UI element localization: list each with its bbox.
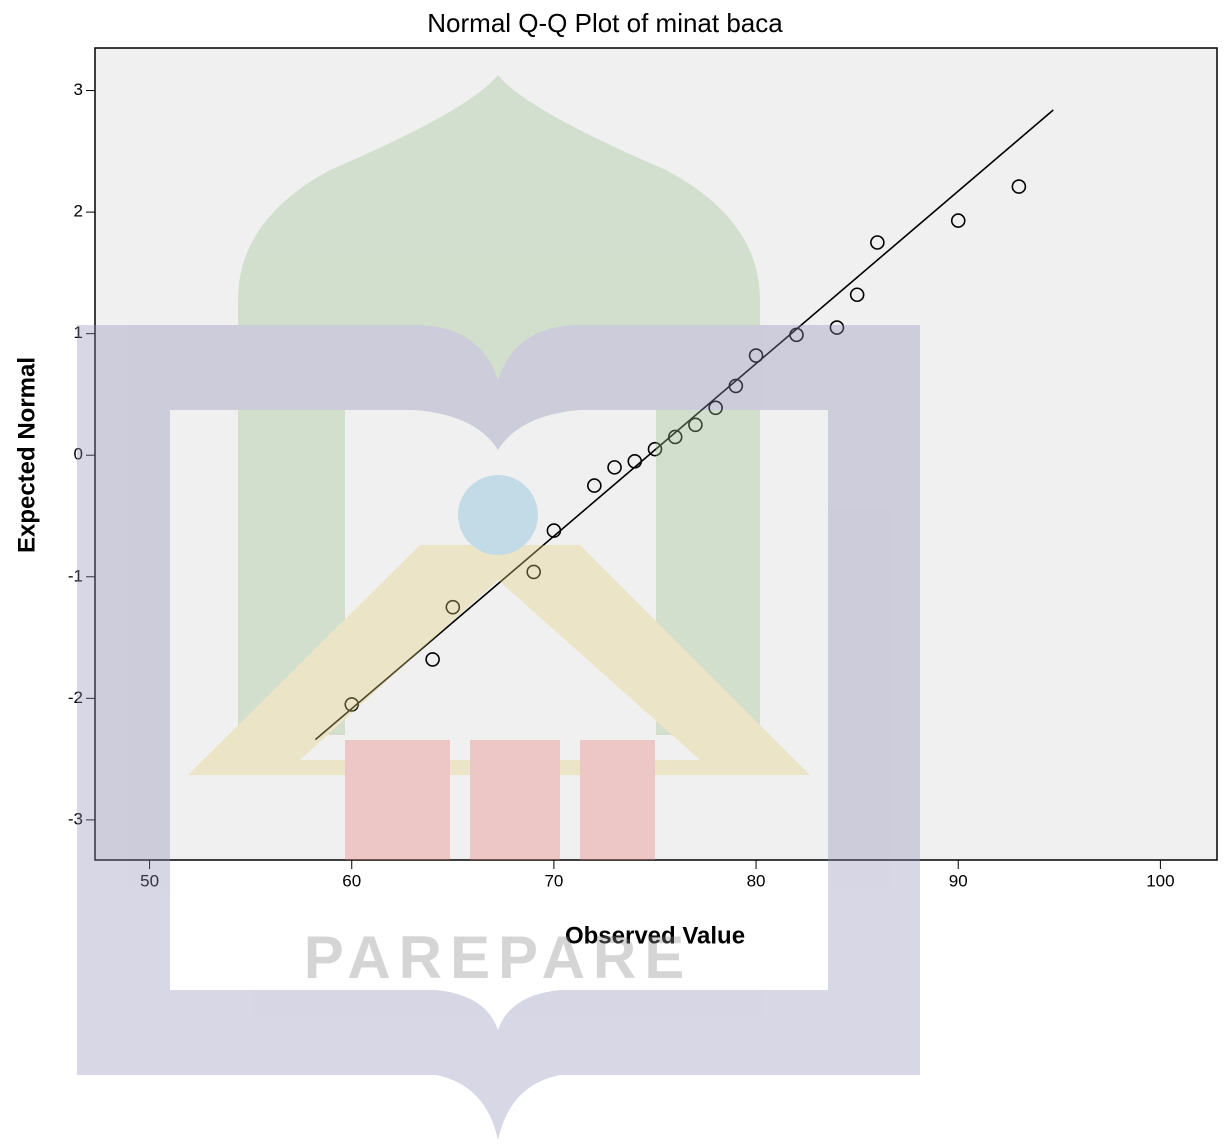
watermark-text: PAREPARE [304, 924, 693, 991]
x-tick-label: 80 [747, 871, 766, 890]
y-axis-label: Expected Normal [13, 357, 40, 553]
chart: Normal Q-Q Plot of minat baca Observed V… [0, 0, 1225, 1147]
x-tick-label: 90 [949, 871, 968, 890]
y-tick-label: 2 [74, 202, 83, 221]
watermark-globe [458, 475, 538, 555]
x-tick-label: 60 [342, 871, 361, 890]
watermark-letters [345, 740, 655, 860]
x-tick-label: 70 [544, 871, 563, 890]
x-tick-label: 100 [1146, 871, 1174, 890]
chart-title: Normal Q-Q Plot of minat baca [427, 8, 783, 38]
y-tick-label: 3 [74, 80, 83, 99]
